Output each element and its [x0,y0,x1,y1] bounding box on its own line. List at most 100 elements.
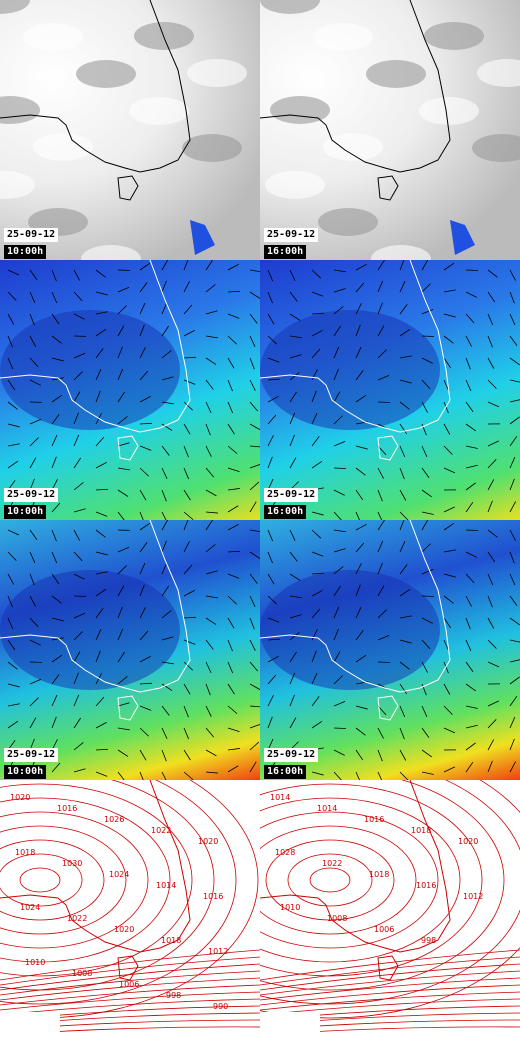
cloud [0,96,40,124]
wind-arrow [7,617,14,630]
wind-arrow [465,683,477,692]
wind-arrow [377,467,384,479]
wind-arrow [51,694,58,707]
time-label: 16:00h [264,245,307,259]
wind-arrow [509,357,520,366]
wind-arrow [139,630,149,641]
wind-arrow [487,529,498,538]
wind-arrow [73,717,81,729]
wind-arrow [51,313,60,325]
wind-arrow [311,269,322,279]
wind-arrow [205,727,215,738]
wind-arrow [161,350,172,359]
wind-arrow [509,716,516,729]
wind-arrow [509,639,520,643]
wind-arrow [183,683,191,695]
cloud [265,171,325,199]
wind-arrow [355,489,364,501]
wind-arrow [249,683,260,691]
wind-arrow [51,377,64,381]
wind-arrow [139,607,146,619]
wind-arrow [289,672,296,685]
wind-arrow [183,281,190,293]
isobar [287,853,373,907]
wind-arrow [399,615,412,619]
wind-arrow [183,727,190,740]
wind-arrow [29,639,41,646]
isobar-label: 1018 [411,826,431,835]
wind-arrow [267,395,279,403]
time-label: 10:00h [4,505,47,519]
wind-arrow [289,457,297,469]
wind-arrow [421,661,428,673]
wind-arrow [139,522,151,531]
wind-arrow [183,423,191,435]
wind-arrow [161,376,174,381]
wind-arrow [399,401,410,410]
wind-arrow [249,723,260,729]
isobar-label: 1018 [161,936,181,945]
wind-arrow [289,632,300,641]
wind-arrow [465,464,478,469]
wind-arrow [73,631,83,641]
wind-arrow [311,291,324,297]
wind-arrow [95,462,107,469]
wind-arrow [205,467,215,478]
wind-arrow [465,401,474,412]
isobar [0,991,260,1011]
wind-arrow [95,368,102,381]
wind-arrow [139,489,147,501]
wind-arrow [399,683,408,695]
wind-arrow [355,303,362,315]
wind-arrow [355,749,364,761]
wind-arrow [267,291,273,304]
wind-arrow [205,423,211,436]
wind-arrow [443,313,456,318]
wind-arrow [465,423,477,432]
isobar-label: 1014 [317,804,337,813]
wind-arrow [29,717,37,729]
wind-arrow [267,414,277,425]
wind-arrow [399,639,412,644]
wind-arrow [139,445,152,451]
wind-arrow [311,529,322,539]
wind-arrow [249,269,260,273]
wind-arrow [249,291,260,299]
wind-arrow [161,636,174,641]
wind-arrow [289,269,296,282]
wind-arrow [465,357,471,370]
wind-arrow [183,520,189,531]
wind-arrow [73,291,83,302]
rain [450,220,475,255]
isobar [260,780,520,1019]
wind-arrow [443,467,456,474]
wind-arrow [333,288,346,293]
wind-arrow [73,371,83,381]
map [260,260,520,520]
isobar [260,797,461,963]
wind-arrow [355,511,360,520]
wind-arrow [443,379,450,392]
wind-arrow [443,705,453,715]
wind-arrow [377,562,383,575]
wind-arrow [487,291,496,303]
wind-arrow [95,722,107,729]
isobar [260,998,520,1016]
wind-arrow [95,748,109,751]
isobar-label: 1018 [15,848,35,857]
date-label: 25-09-12 [264,748,319,762]
wind-arrow [205,570,218,575]
cloud [187,59,247,87]
wind-arrow [95,608,104,619]
isobar-label: 1008 [327,914,347,923]
wind-arrow [421,683,427,696]
wind-arrow [333,548,346,553]
isobar [0,811,149,949]
isobar-label: 1018 [369,870,389,879]
wind-arrow [289,313,301,321]
wind-arrow [249,313,258,324]
wind-area [0,570,180,690]
isobar [260,780,505,991]
isobar [260,811,439,949]
cloud [313,23,373,51]
